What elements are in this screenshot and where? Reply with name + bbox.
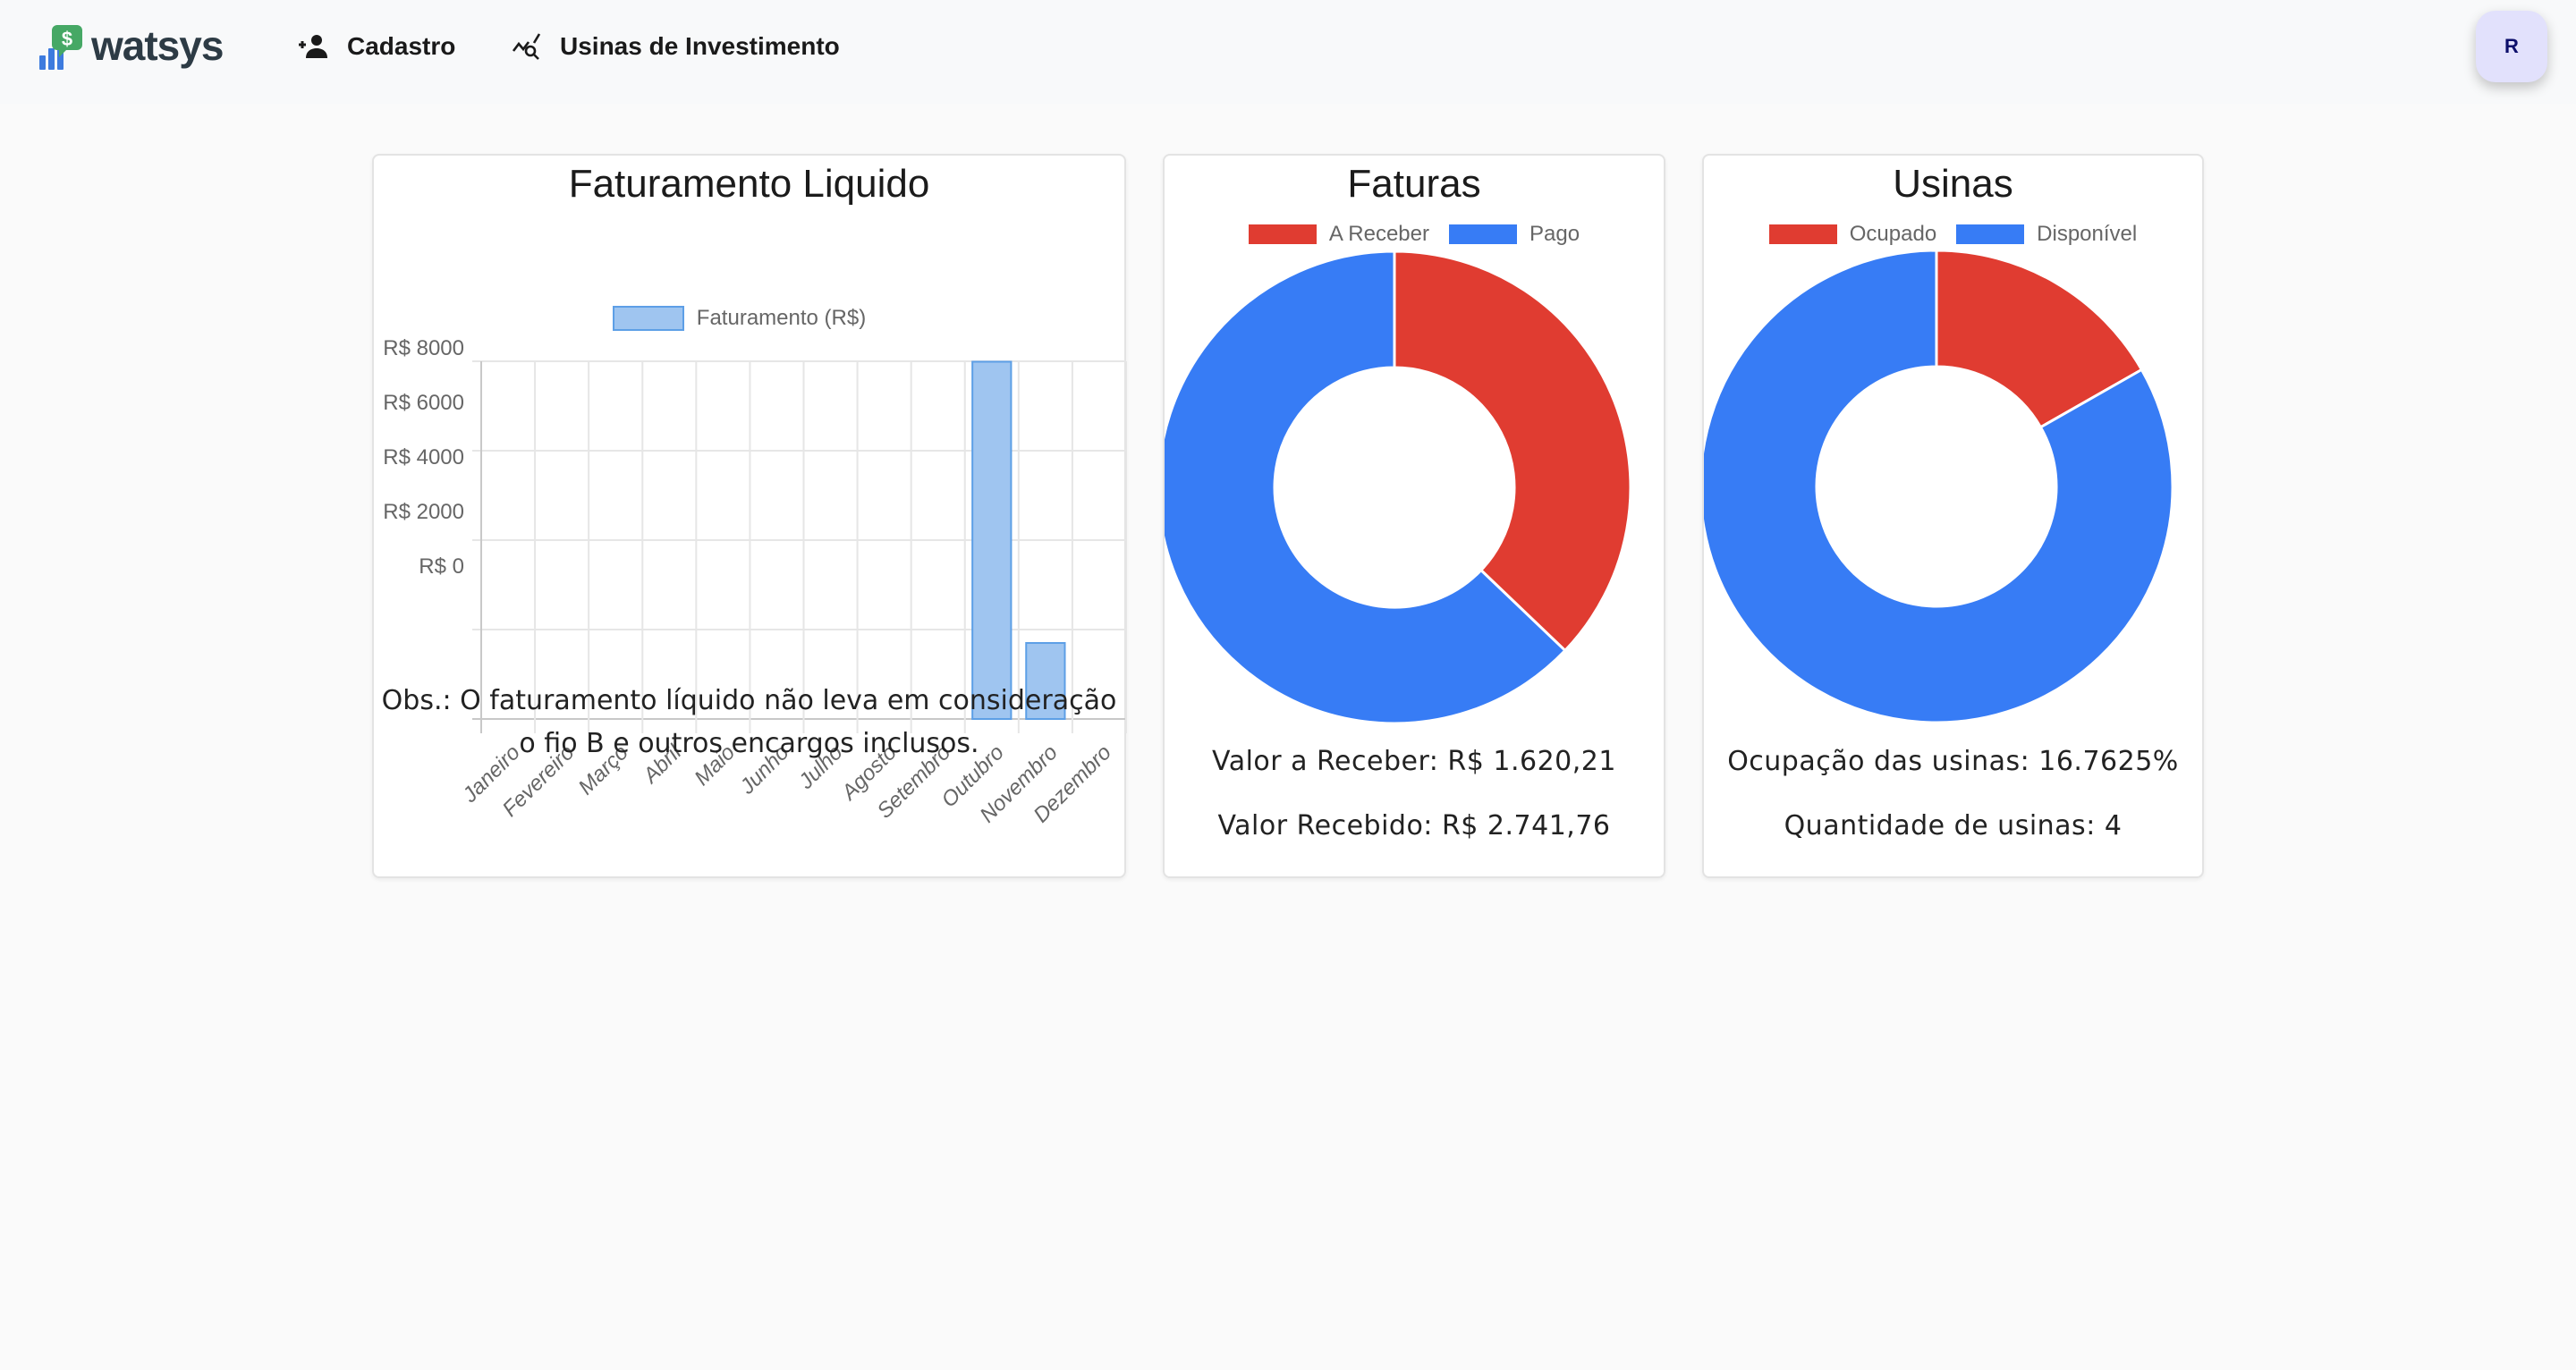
user-avatar-button[interactable]: R: [2476, 11, 2547, 82]
avatar-initial: R: [2504, 35, 2519, 57]
faturamento-obs-note: Obs.: O faturamento líquido não leva em …: [381, 685, 1117, 759]
ytick-8000: R$ 8000: [383, 336, 464, 360]
ytick-2000: R$ 2000: [383, 500, 464, 524]
legend-label-disponivel[interactable]: Disponível: [2037, 222, 2138, 246]
faturas-card: Faturas A Receber Pago Valor a Receber: …: [1163, 154, 1665, 878]
bar-outubro[interactable]: [971, 360, 1013, 720]
usinas-donut-chart[interactable]: [1704, 245, 2206, 746]
nav-cadastro[interactable]: Cadastro: [297, 27, 455, 66]
ytick-6000: R$ 6000: [383, 391, 464, 415]
valor-recebido: Valor Recebido: R$ 2.741,76: [1217, 810, 1611, 841]
valor-a-receber: Valor a Receber: R$ 1.620,21: [1212, 746, 1616, 777]
legend-swatch-pago[interactable]: [1449, 224, 1517, 244]
bar-novembro[interactable]: [1025, 642, 1066, 720]
top-navbar: $ watsys Cadastro Usinas de Investimento…: [0, 0, 2576, 104]
ytick-4000: R$ 4000: [383, 445, 464, 469]
logo-text: watsys: [91, 22, 224, 69]
faturas-donut-chart[interactable]: [1165, 245, 1667, 746]
ocupacao-usinas: Ocupação das usinas: 16.7625%: [1727, 746, 2179, 777]
quantidade-usinas: Quantidade de usinas: 4: [1784, 810, 2123, 841]
donut-segment-a-receber[interactable]: [1393, 249, 1632, 653]
donut-segment-ocupado[interactable]: [1935, 249, 2144, 429]
watsys-logo[interactable]: $ watsys: [38, 21, 225, 72]
ytick-0: R$ 0: [419, 554, 464, 579]
donut-segment-disponível[interactable]: [1704, 249, 2174, 724]
donut-segment-pago[interactable]: [1165, 249, 1567, 725]
legend-label-pago[interactable]: Pago: [1530, 222, 1580, 246]
nav-cadastro-label: Cadastro: [347, 32, 456, 60]
usinas-legend: Ocupado Disponível: [1704, 222, 2202, 247]
usinas-card: Usinas Ocupado Disponível Ocupação das u…: [1702, 154, 2204, 878]
faturas-title: Faturas: [1347, 162, 1481, 206]
faturamento-bar-chart[interactable]: [374, 156, 1128, 880]
faturamento-legend[interactable]: Faturamento (R$): [374, 306, 1124, 331]
person-add-icon: [299, 35, 327, 58]
legend-swatch-a-receber[interactable]: [1248, 224, 1317, 244]
svg-text:$: $: [62, 28, 72, 50]
query-stats-icon: [512, 33, 541, 60]
legend-label-a-receber[interactable]: A Receber: [1328, 222, 1429, 246]
legend-swatch-disponivel[interactable]: [1956, 224, 2025, 244]
nav-usinas-investimento[interactable]: Usinas de Investimento: [512, 27, 840, 66]
faturamento-title: Faturamento Liquido: [568, 162, 930, 206]
nav-usinas-label: Usinas de Investimento: [560, 32, 840, 60]
legend-label-ocupado[interactable]: Ocupado: [1849, 222, 1937, 246]
legend-swatch-faturamento: [612, 306, 684, 331]
usinas-title: Usinas: [1893, 162, 2013, 206]
logo-chart-icon: $: [39, 25, 82, 70]
legend-label-faturamento: Faturamento (R$): [696, 306, 867, 330]
faturamento-card: Faturamento Liquido Faturamento (R$) R$ …: [372, 154, 1128, 880]
faturas-legend: A Receber Pago: [1165, 222, 1664, 247]
legend-swatch-ocupado[interactable]: [1768, 224, 1837, 244]
